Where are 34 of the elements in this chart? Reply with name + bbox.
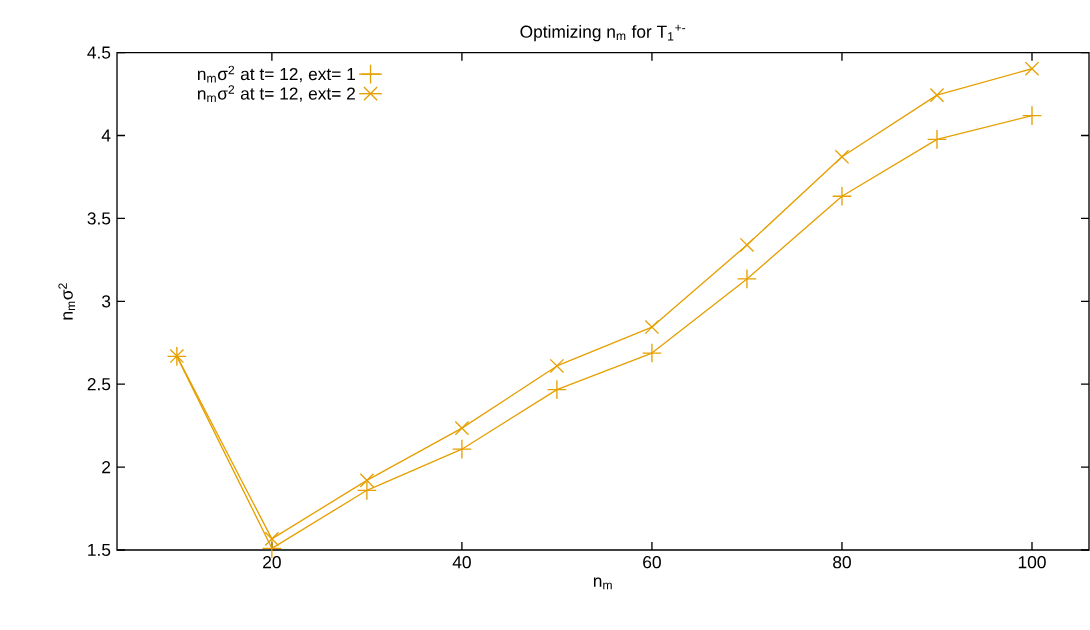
- point: [926, 129, 947, 150]
- point: [739, 237, 755, 253]
- x-axis-title: n$_{m}$: [593, 577, 612, 590]
- y-axis-title: n$_{m}$σ$^{2}$: [58, 283, 76, 320]
- point: [546, 379, 567, 400]
- y-tick-label: 2: [102, 461, 111, 474]
- y-tick-label: 3.5: [87, 212, 111, 225]
- x-tick-label: 80: [833, 556, 851, 569]
- point: [736, 268, 757, 289]
- y-tick-label: 3: [101, 295, 111, 308]
- point: [549, 358, 565, 374]
- y-tick-label: 4.5: [87, 46, 111, 59]
- point: [1024, 61, 1040, 76]
- legend-label: n$_{m}$σ$^{2}$ at t= 12, ext= 2: [197, 85, 355, 102]
- point: [1021, 105, 1042, 126]
- point: [356, 480, 377, 501]
- legend-label: n$_{m}$σ$^{2}$ at t= 12, ext= 1: [197, 65, 355, 83]
- x-tick-label: 20: [263, 556, 281, 569]
- point: [834, 149, 850, 165]
- x-tick-label: 40: [452, 556, 471, 569]
- point: [831, 186, 852, 207]
- chart-title: Optimizing n$_{m}$ for T$_{1}$+-: [520, 24, 686, 42]
- x-tick-label: 100: [1018, 556, 1046, 569]
- point: [264, 531, 280, 547]
- point: [454, 420, 470, 436]
- point: [644, 319, 660, 335]
- y-tick-label: 2.5: [87, 378, 111, 391]
- x-tick-label: 60: [643, 556, 661, 569]
- point: [359, 473, 375, 488]
- point: [451, 439, 472, 460]
- y-tick-label: 4: [101, 129, 111, 142]
- y-tick-label: 1.5: [88, 543, 111, 557]
- point: [641, 343, 662, 364]
- point: [929, 87, 945, 103]
